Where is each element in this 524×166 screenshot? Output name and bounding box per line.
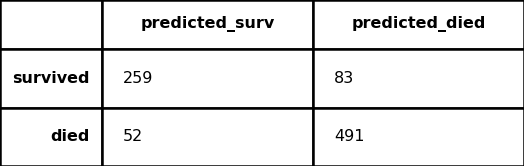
Text: predicted_died: predicted_died [351, 16, 486, 33]
Bar [102, 108, 313, 166]
Bar [102, 0, 313, 49]
Text: 491: 491 [334, 129, 365, 144]
Bar [0, 49, 102, 108]
Text: survived: survived [13, 71, 90, 86]
Bar [313, 108, 524, 166]
Text: 259: 259 [123, 71, 154, 86]
Bar [0, 108, 102, 166]
Text: 83: 83 [334, 71, 354, 86]
Bar [313, 0, 524, 49]
Text: died: died [50, 129, 90, 144]
Text: predicted_surv: predicted_surv [140, 16, 275, 33]
Text: 52: 52 [123, 129, 144, 144]
Bar [102, 49, 313, 108]
Bar [0, 0, 102, 49]
Bar [313, 49, 524, 108]
